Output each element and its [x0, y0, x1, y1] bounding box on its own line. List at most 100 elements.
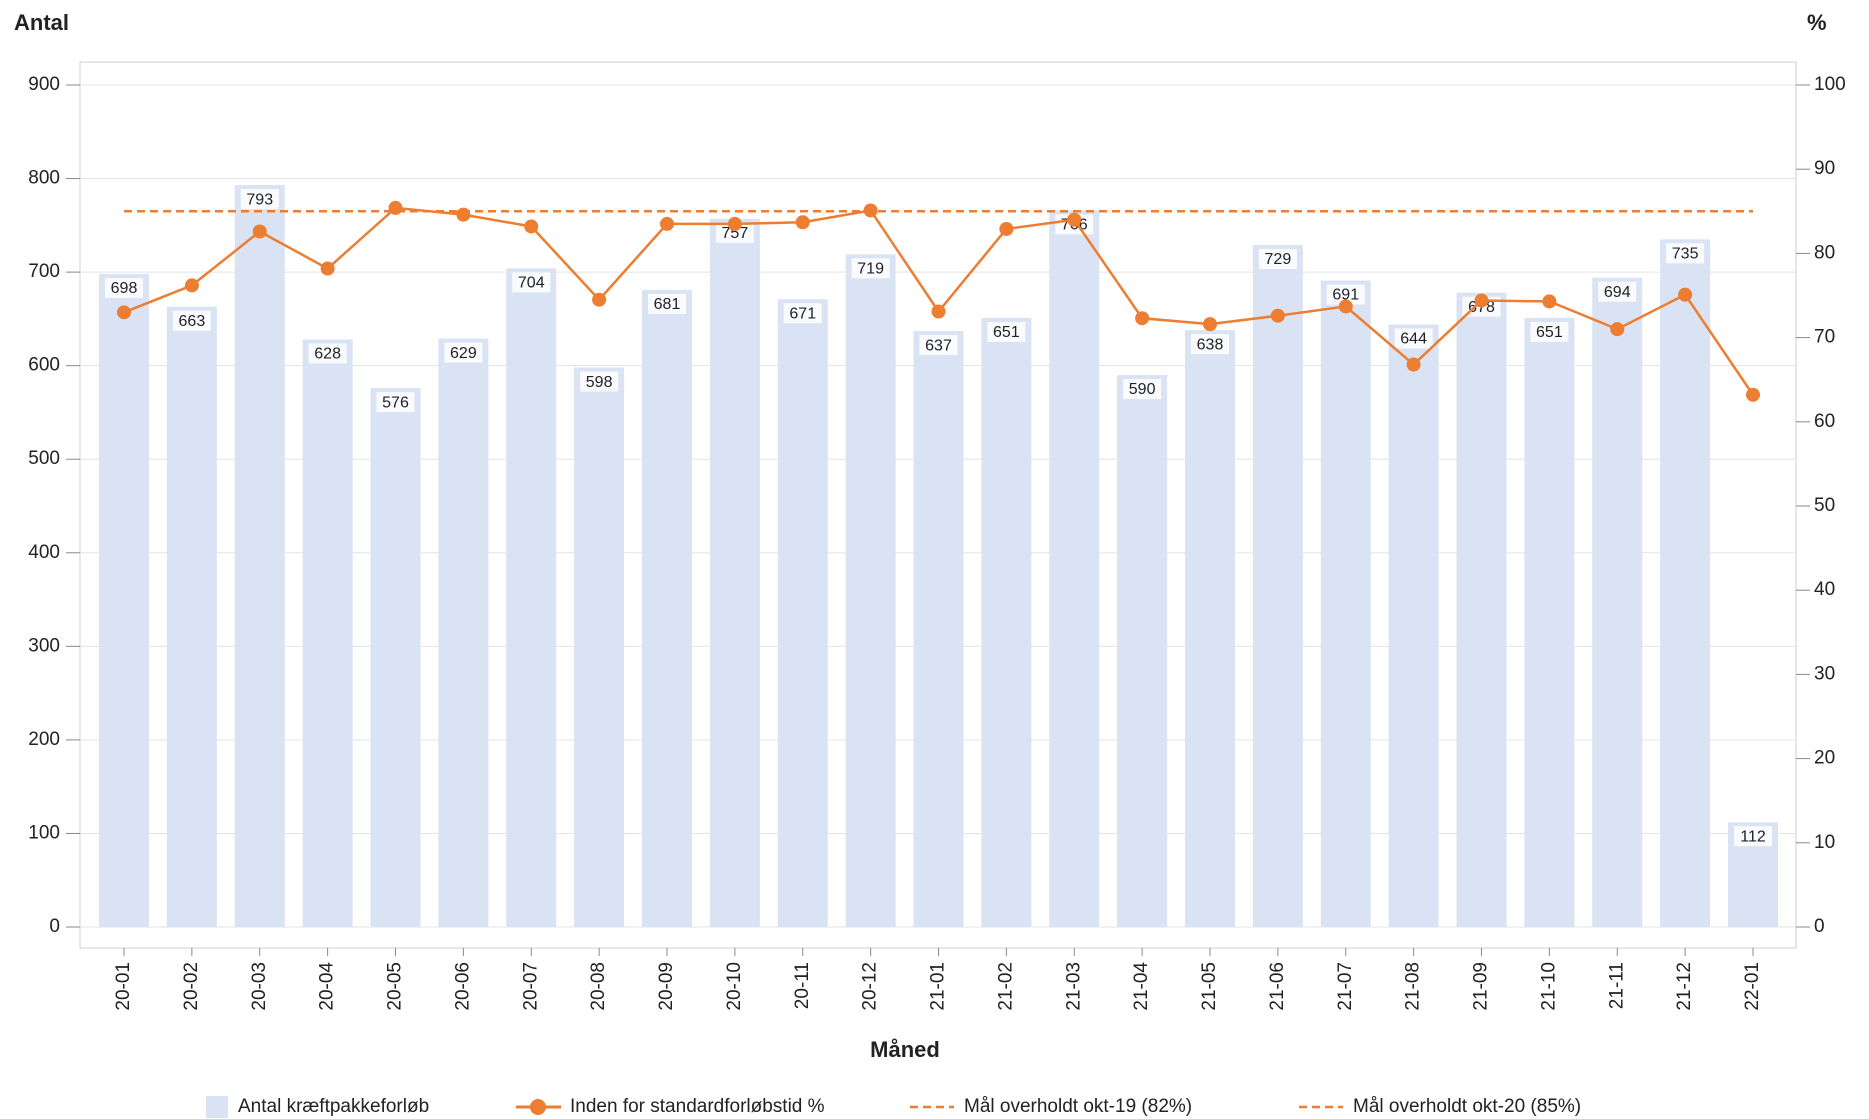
line-marker [1270, 308, 1285, 323]
x-tick-label: 21-09 [1471, 962, 1492, 1011]
x-tick-label: 21-12 [1674, 962, 1695, 1011]
line-marker [795, 215, 810, 230]
y2-tick-label: 0 [1814, 916, 1825, 937]
data-label-bg [1326, 284, 1365, 305]
y2-tick-label: 90 [1814, 158, 1835, 179]
y2-tick-label: 30 [1814, 663, 1835, 684]
data-label-bg [512, 272, 551, 293]
data-label: 651 [993, 324, 1020, 341]
x-tick-label: 21-04 [1131, 962, 1152, 1011]
y-tick-label: 900 [28, 74, 60, 95]
data-label: 638 [1197, 336, 1224, 353]
line-marker [1067, 212, 1082, 227]
data-label: 735 [1672, 246, 1699, 263]
y2-tick-label: 80 [1814, 242, 1835, 263]
line-marker [388, 200, 403, 215]
legend-label: Inden for standardforløbstid % [570, 1096, 825, 1117]
data-label: 757 [722, 225, 749, 242]
y2-tick-label: 10 [1814, 832, 1835, 853]
line-marker [252, 224, 267, 239]
x-tick-label: 21-03 [1063, 962, 1084, 1011]
data-label: 663 [179, 313, 206, 330]
x-tick-label: 21-06 [1267, 962, 1288, 1011]
x-tick-label: 20-01 [113, 962, 134, 1011]
x-tick-label: 20-04 [317, 962, 338, 1011]
bar [574, 367, 625, 927]
line-marker [999, 221, 1014, 236]
data-label: 629 [450, 345, 477, 362]
data-label-bg [376, 392, 415, 413]
x-tick-label: 21-11 [1606, 962, 1627, 1009]
bar [1117, 375, 1168, 927]
data-label-bg [1191, 334, 1229, 355]
bar [981, 317, 1032, 927]
line-marker [863, 203, 878, 218]
y-tick-label: 200 [28, 729, 60, 750]
data-label-bg [783, 303, 822, 324]
y2-tick-label: 40 [1814, 579, 1835, 600]
data-label-bg [308, 343, 347, 364]
y2-tick-label: 60 [1814, 411, 1835, 432]
y-tick-label: 600 [28, 355, 60, 376]
y2-tick-label: 50 [1814, 495, 1835, 516]
bar [1456, 292, 1507, 927]
bar [777, 299, 828, 928]
data-label-bg [1258, 248, 1297, 269]
data-label: 637 [925, 337, 952, 354]
y-tick-label: 100 [28, 822, 60, 843]
bar [99, 273, 149, 928]
data-label: 681 [654, 296, 681, 313]
data-label: 671 [789, 305, 816, 322]
legend-label: Mål overholdt okt-19 (82%) [964, 1096, 1192, 1117]
y2-tick-label: 70 [1814, 327, 1835, 348]
x-tick-label: 21-07 [1335, 962, 1356, 1011]
line-marker [1474, 293, 1489, 308]
legend-swatch [206, 1096, 228, 1118]
bar [302, 339, 353, 928]
line-marker [1338, 299, 1353, 314]
x-tick-label: 21-02 [995, 962, 1016, 1011]
bar [642, 289, 692, 927]
data-label-bg [919, 335, 958, 356]
data-label-bg [987, 321, 1026, 342]
line-marker [727, 216, 742, 231]
data-label-bg [1598, 281, 1637, 302]
data-label: 698 [111, 280, 138, 297]
bar [913, 331, 964, 927]
x-tick-label: 20-11 [792, 962, 813, 1009]
data-label: 628 [314, 346, 341, 363]
data-label-bg [715, 222, 754, 243]
x-tick-label: 22-01 [1742, 962, 1763, 1011]
line-marker [320, 261, 335, 276]
y-axis-title: Antal [14, 10, 69, 35]
data-label: 729 [1265, 251, 1292, 268]
y-tick-label: 500 [28, 448, 60, 469]
x-tick-label: 20-07 [520, 962, 541, 1011]
line-marker [1203, 317, 1217, 332]
line-marker [1406, 357, 1421, 372]
data-label-bg [444, 342, 483, 363]
x-tick-label: 21-08 [1403, 962, 1424, 1011]
x-tick-label: 20-12 [860, 962, 881, 1011]
data-label: 112 [1740, 828, 1766, 845]
x-tick-label: 21-01 [928, 962, 949, 1011]
line-marker [1678, 287, 1693, 302]
data-label-bg [1666, 243, 1705, 264]
data-label-bg [1123, 379, 1162, 400]
data-label: 691 [1332, 287, 1359, 304]
x-tick-label: 20-03 [249, 962, 270, 1011]
bar [1660, 239, 1711, 927]
legend-swatch [530, 1099, 546, 1115]
line-marker [1135, 311, 1150, 326]
bar [370, 388, 421, 927]
data-label: 644 [1400, 331, 1427, 348]
data-label: 793 [246, 191, 273, 208]
line-marker [660, 216, 674, 231]
x-tick-label: 21-05 [1199, 962, 1220, 1011]
data-label-bg [1530, 321, 1569, 342]
data-label-bg [172, 310, 211, 331]
y-tick-label: 0 [49, 916, 60, 937]
data-label: 590 [1129, 381, 1156, 398]
bar [234, 185, 285, 928]
x-tick-label: 20-02 [181, 962, 202, 1011]
